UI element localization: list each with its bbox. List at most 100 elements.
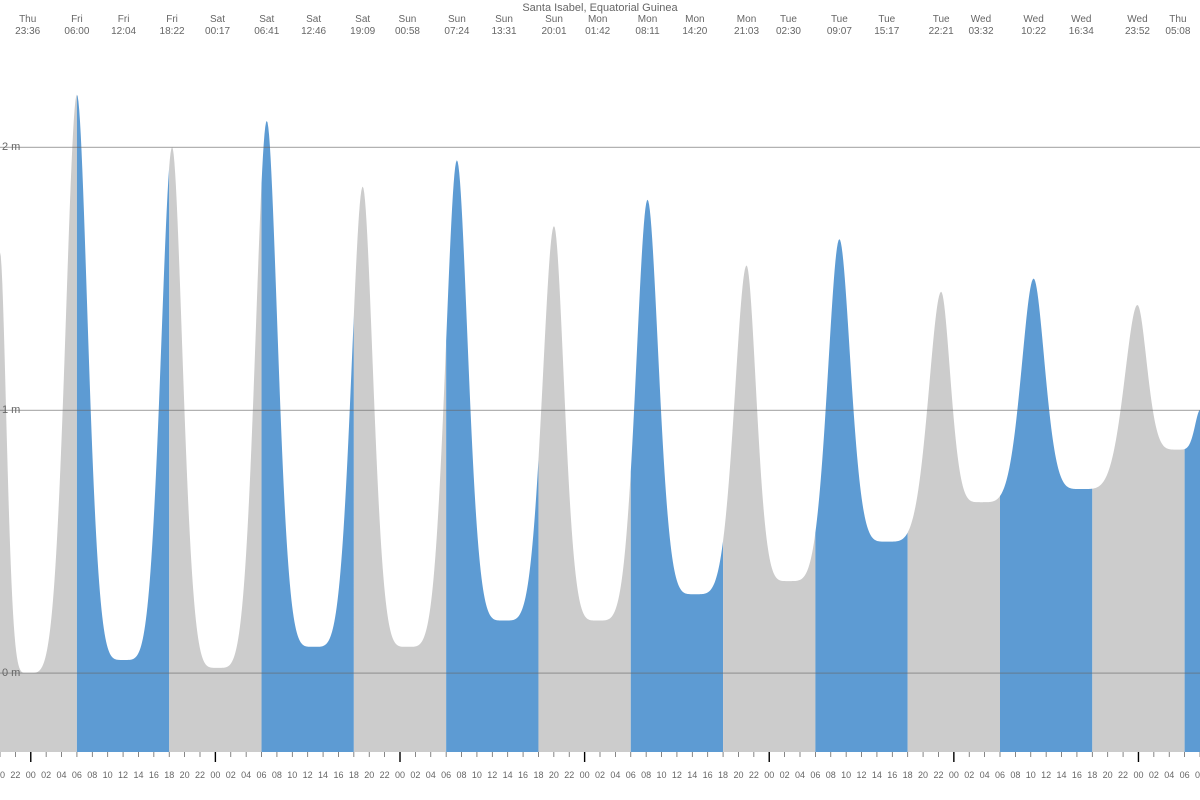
extreme-time-label: Fri12:04 (111, 14, 136, 38)
extreme-time-label: Sun07:24 (444, 14, 469, 38)
x-tick-label: 02 (1149, 770, 1159, 780)
extreme-time-label: Mon01:42 (585, 14, 610, 38)
y-tick-label: 1 m (2, 404, 20, 416)
x-tick-label: 12 (487, 770, 497, 780)
tide-chart: Santa Isabel, Equatorial Guinea Thu23:36… (0, 0, 1200, 800)
extreme-time-label: Fri06:00 (64, 14, 89, 38)
x-tick-label: 08 (87, 770, 97, 780)
x-axis-labels: 20 22 00 02 04 06 08 10 12 14 16 18 20 22 00 02 04 06 08 10… (0, 766, 1200, 780)
x-tick-label: 00 (764, 770, 774, 780)
extreme-time-label: Wed16:34 (1069, 14, 1094, 38)
night-area (354, 187, 446, 752)
extreme-time-label: Tue02:30 (776, 14, 801, 38)
x-tick-label: 00 (1133, 770, 1143, 780)
tide-areas (0, 95, 1200, 752)
x-tick-label: 12 (1041, 770, 1051, 780)
x-tick-label: 06 (72, 770, 82, 780)
x-tick-label: 20 (364, 770, 374, 780)
extreme-time-label: Tue22:21 (929, 14, 954, 38)
x-tick-label: 08 (272, 770, 282, 780)
extreme-time-label: Sun00:58 (395, 14, 420, 38)
x-tick-label: 08 (1010, 770, 1020, 780)
x-tick-label: 10 (841, 770, 851, 780)
top-time-labels: Thu23:36Fri06:00Fri12:04Fri18:22Sat00:17… (0, 14, 1200, 42)
plot-area: 20 22 00 02 04 06 08 10 12 14 16 18 20 22 00 02 04 06 08 10… (0, 42, 1200, 782)
x-tick-label: 06 (257, 770, 267, 780)
x-tick-label: 10 (287, 770, 297, 780)
extreme-time-label: Sat06:41 (254, 14, 279, 38)
extreme-time-label: Sun13:31 (491, 14, 516, 38)
x-tick-label: 08 (1195, 770, 1200, 780)
x-tick-label: 06 (1180, 770, 1190, 780)
x-tick-label: 04 (795, 770, 805, 780)
night-area (1092, 305, 1184, 752)
night-area (0, 95, 77, 752)
x-tick-label: 20 (0, 770, 5, 780)
x-tick-label: 16 (703, 770, 713, 780)
x-tick-label: 08 (641, 770, 651, 780)
day-area (262, 121, 354, 752)
x-tick-label: 20 (180, 770, 190, 780)
x-tick-label: 10 (103, 770, 113, 780)
x-tick-label: 06 (626, 770, 636, 780)
extreme-time-label: Mon14:20 (682, 14, 707, 38)
extreme-time-label: Mon08:11 (635, 14, 659, 38)
x-tick-label: 08 (457, 770, 467, 780)
x-tick-label: 14 (872, 770, 882, 780)
x-tick-label: 18 (533, 770, 543, 780)
x-tick-label: 02 (410, 770, 420, 780)
x-tick-label: 06 (441, 770, 451, 780)
x-tick-label: 10 (472, 770, 482, 780)
x-tick-label: 20 (918, 770, 928, 780)
x-tick-label: 12 (672, 770, 682, 780)
x-tick-label: 14 (503, 770, 513, 780)
x-tick-label: 22 (933, 770, 943, 780)
day-area (631, 200, 723, 752)
day-area (1185, 410, 1200, 752)
x-tick-label: 16 (149, 770, 159, 780)
x-tick-label: 02 (595, 770, 605, 780)
x-tick-label: 20 (549, 770, 559, 780)
chart-title: Santa Isabel, Equatorial Guinea (0, 2, 1200, 14)
x-tick-label: 08 (826, 770, 836, 780)
x-tick-label: 02 (226, 770, 236, 780)
x-tick-label: 00 (210, 770, 220, 780)
extreme-time-label: Mon21:03 (734, 14, 759, 38)
x-tick-label: 18 (1087, 770, 1097, 780)
x-tick-label: 20 (1103, 770, 1113, 780)
extreme-time-label: Sat19:09 (350, 14, 375, 38)
extreme-time-label: Thu05:08 (1165, 14, 1190, 38)
x-tick-label: 02 (964, 770, 974, 780)
x-tick-label: 10 (1026, 770, 1036, 780)
x-tick-label: 14 (1057, 770, 1067, 780)
x-tick-label: 12 (118, 770, 128, 780)
x-tick-label: 04 (241, 770, 251, 780)
x-tick-label: 06 (810, 770, 820, 780)
x-tick-label: 14 (318, 770, 328, 780)
x-tick-label: 14 (133, 770, 143, 780)
x-tick-label: 22 (195, 770, 205, 780)
day-area (1000, 279, 1092, 752)
x-tick-label: 12 (857, 770, 867, 780)
x-tick-label: 22 (1118, 770, 1128, 780)
extreme-time-label: Tue09:07 (827, 14, 852, 38)
chart-svg (0, 42, 1200, 782)
x-tick-label: 12 (303, 770, 313, 780)
x-tick-label: 02 (41, 770, 51, 780)
extreme-time-label: Sat12:46 (301, 14, 326, 38)
night-area (908, 292, 1000, 752)
x-tick-label: 14 (687, 770, 697, 780)
extreme-time-label: Wed23:52 (1125, 14, 1150, 38)
day-area (446, 160, 538, 752)
x-tick-label: 16 (887, 770, 897, 780)
x-tick-label: 04 (426, 770, 436, 780)
extreme-time-label: Thu23:36 (15, 14, 40, 38)
x-tick-label: 04 (980, 770, 990, 780)
x-tick-label: 06 (995, 770, 1005, 780)
x-tick-label: 04 (1164, 770, 1174, 780)
night-area (723, 266, 815, 752)
x-tick-label: 22 (10, 770, 20, 780)
x-tick-label: 16 (1072, 770, 1082, 780)
extreme-time-label: Sat00:17 (205, 14, 230, 38)
y-tick-label: 2 m (2, 141, 20, 153)
